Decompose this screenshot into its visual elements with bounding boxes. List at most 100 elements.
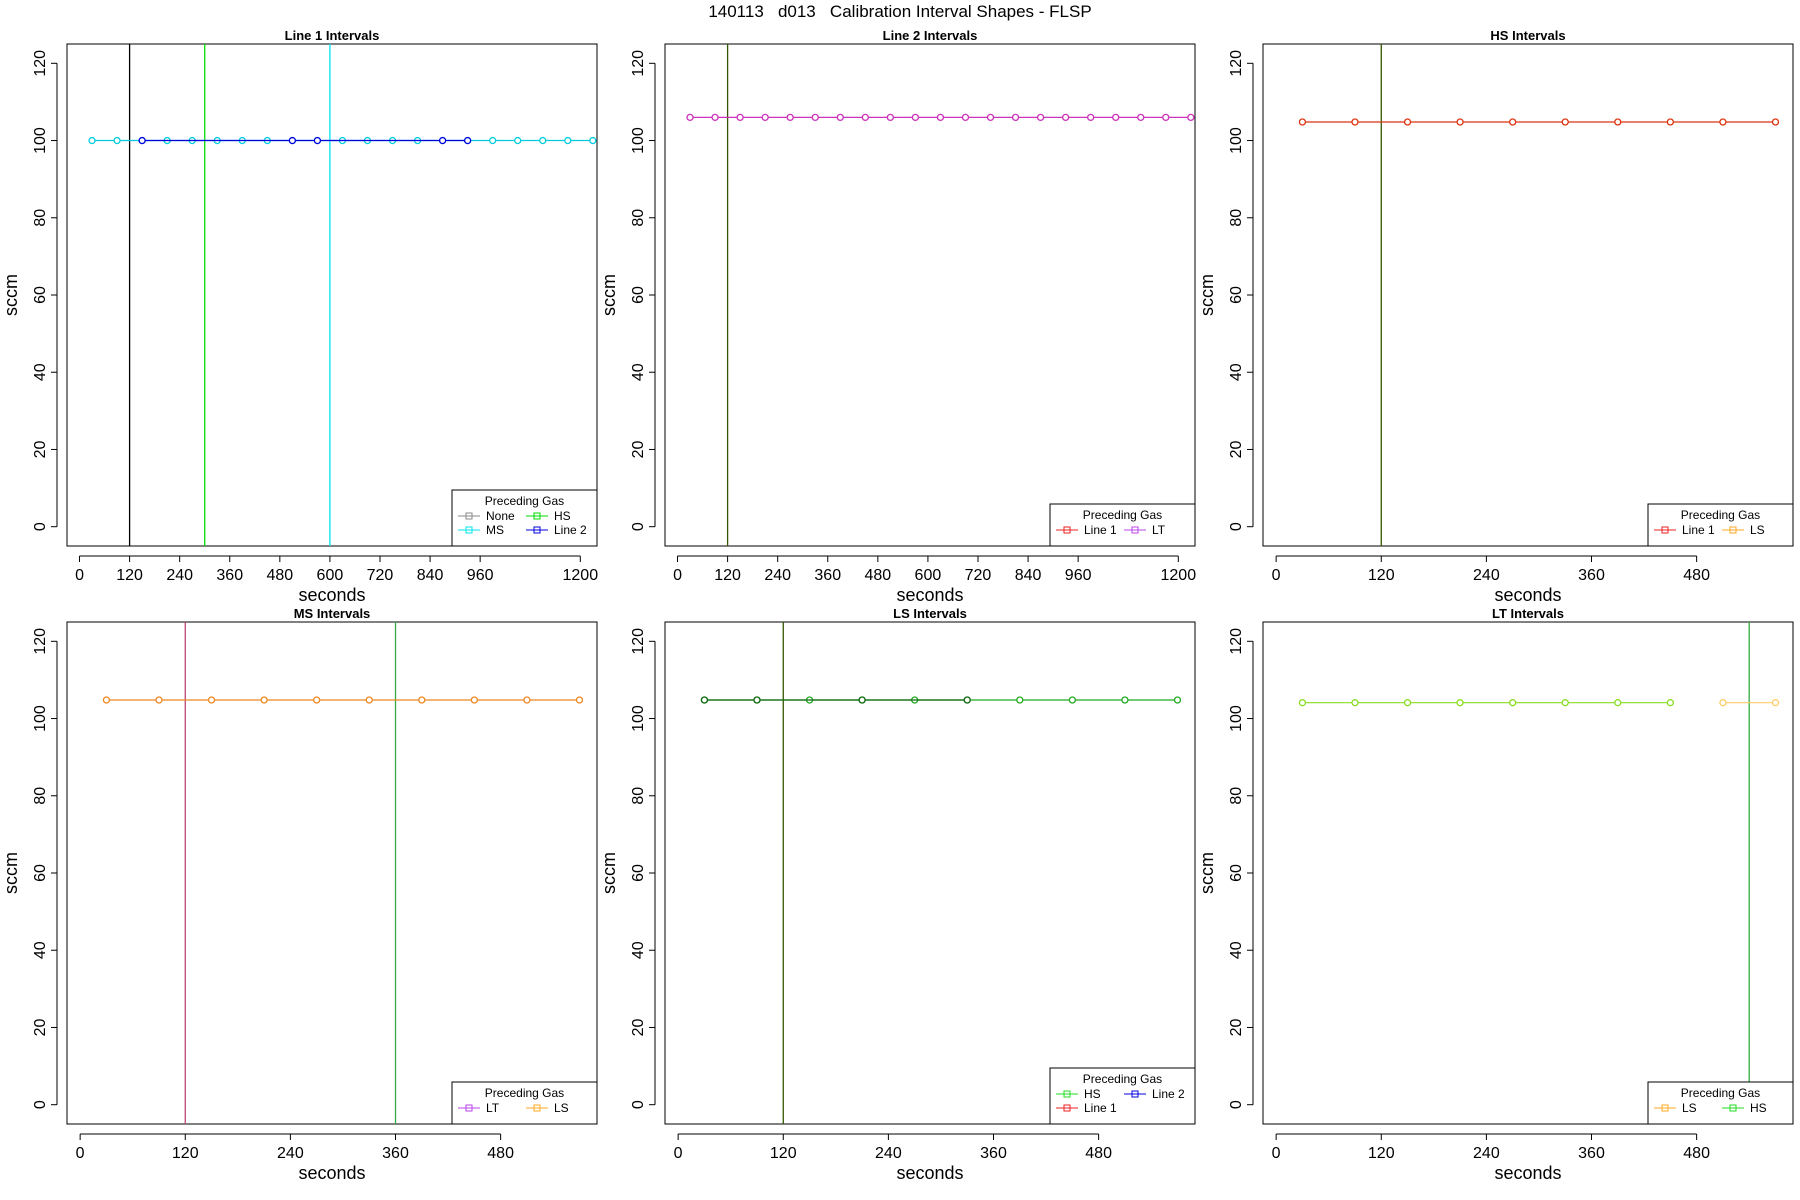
y-tick-label: 0 xyxy=(630,522,647,531)
chart-panel: HS Intervals 0 120 240 360 480 seconds 0 20 40 60 8… xyxy=(1197,28,1794,605)
x-tick-label: 120 xyxy=(1368,1145,1395,1162)
data-point xyxy=(288,136,297,145)
data-point xyxy=(1087,113,1095,122)
data-point xyxy=(1351,699,1359,707)
data-point xyxy=(1771,699,1780,707)
data-point xyxy=(564,136,572,145)
data-point xyxy=(961,113,970,122)
data-point xyxy=(1162,113,1170,122)
y-tick-label: 80 xyxy=(1228,209,1245,227)
legend-box xyxy=(451,1081,598,1125)
x-tick-label: 960 xyxy=(1065,567,1092,584)
y-axis-label: sccm xyxy=(1197,852,1217,894)
data-point xyxy=(207,696,216,704)
data-point xyxy=(155,696,163,704)
y-tick-label: 120 xyxy=(1228,628,1245,655)
data-point xyxy=(1187,113,1195,122)
data-point xyxy=(1036,113,1045,122)
y-tick-label: 100 xyxy=(32,705,49,732)
y-tick-label: 0 xyxy=(1228,522,1245,531)
data-point xyxy=(1719,118,1727,126)
y-tick-label: 20 xyxy=(32,1018,49,1036)
data-point xyxy=(489,136,497,145)
y-tick-label: 100 xyxy=(630,705,647,732)
x-axis-label: seconds xyxy=(1494,585,1561,605)
x-tick-label: 240 xyxy=(875,1145,902,1162)
data-point xyxy=(1298,699,1307,707)
data-point xyxy=(736,113,744,122)
legend-label: LS xyxy=(1750,523,1765,537)
panel-title: MS Intervals xyxy=(294,606,371,621)
legend-swatch-marker xyxy=(533,1104,541,1112)
legend-label: Line 2 xyxy=(1152,1087,1185,1101)
y-tick-label: 60 xyxy=(630,286,647,304)
legend-label: LS xyxy=(554,1101,569,1115)
x-tick-label: 240 xyxy=(1473,1145,1500,1162)
legend-label: LT xyxy=(1152,523,1166,537)
data-point xyxy=(861,113,869,122)
legend-swatch-marker xyxy=(1063,526,1071,534)
plot-area xyxy=(1298,44,1780,546)
y-tick-label: 40 xyxy=(32,363,49,381)
plot-area xyxy=(1298,622,1780,1124)
legend-swatch-marker xyxy=(465,512,473,520)
data-point xyxy=(858,696,866,704)
data-point xyxy=(418,696,426,704)
data-point xyxy=(711,113,719,122)
data-point xyxy=(1666,699,1675,707)
legend-label: HS xyxy=(1084,1087,1101,1101)
x-tick-label: 840 xyxy=(1015,567,1042,584)
x-tick-label: 480 xyxy=(1085,1145,1112,1162)
data-point xyxy=(1351,118,1359,126)
y-tick-label: 120 xyxy=(1228,50,1245,77)
legend-swatch-marker xyxy=(1661,1104,1669,1112)
x-tick-label: 240 xyxy=(277,1145,304,1162)
chart-panel: MS Intervals 0 120 240 360 480 seconds 0 20 40 60 8… xyxy=(1,606,598,1183)
y-tick-label: 0 xyxy=(32,522,49,531)
plot-frame xyxy=(1262,43,1794,547)
data-point xyxy=(1456,699,1464,707)
x-tick-label: 0 xyxy=(76,1145,85,1162)
y-tick-label: 60 xyxy=(1228,864,1245,882)
data-point xyxy=(438,136,447,145)
x-tick-label: 480 xyxy=(1683,1145,1710,1162)
legend-label: LS xyxy=(1682,1101,1697,1115)
y-tick-label: 60 xyxy=(32,864,49,882)
data-point xyxy=(88,136,96,145)
y-tick-label: 100 xyxy=(1228,127,1245,154)
y-tick-label: 0 xyxy=(630,1100,647,1109)
y-tick-label: 80 xyxy=(630,787,647,805)
data-point xyxy=(463,136,472,145)
legend-label: None xyxy=(486,509,515,523)
x-tick-label: 1200 xyxy=(1161,567,1197,584)
y-tick-label: 20 xyxy=(32,440,49,458)
data-point xyxy=(1509,699,1517,707)
data-point xyxy=(1173,696,1182,704)
data-point xyxy=(1403,118,1412,126)
data-point xyxy=(886,113,895,122)
y-tick-label: 80 xyxy=(1228,787,1245,805)
y-tick-label: 100 xyxy=(32,127,49,154)
legend-swatch-marker xyxy=(1661,526,1669,534)
data-point xyxy=(1016,696,1024,704)
panel-title: LS Intervals xyxy=(893,606,967,621)
y-tick-label: 40 xyxy=(32,941,49,959)
y-axis-label: sccm xyxy=(599,852,619,894)
legend-box xyxy=(1647,503,1794,547)
x-axis-label: seconds xyxy=(896,1163,963,1183)
x-tick-label: 1200 xyxy=(563,567,599,584)
y-axis-label: sccm xyxy=(1,852,21,894)
x-tick-label: 360 xyxy=(1578,567,1605,584)
y-axis-label: sccm xyxy=(599,274,619,316)
y-tick-label: 80 xyxy=(32,787,49,805)
data-point xyxy=(365,696,373,704)
chart-panel: LT Intervals 0 120 240 360 480 seconds 0 20 40 60 8… xyxy=(1197,606,1794,1183)
data-point xyxy=(539,136,547,145)
panel-title: Line 1 Intervals xyxy=(285,28,380,43)
x-tick-label: 0 xyxy=(1272,567,1281,584)
